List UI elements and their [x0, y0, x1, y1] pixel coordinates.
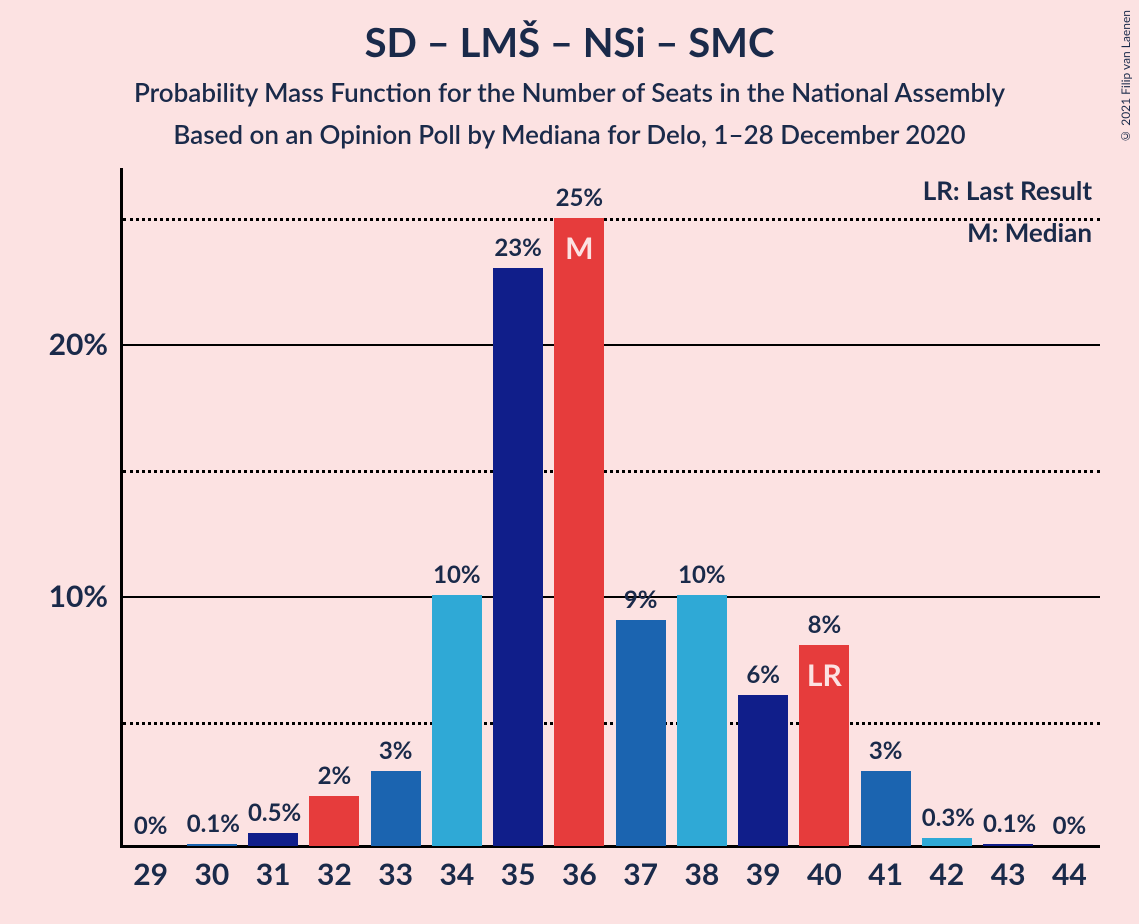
chart-subtitle-2: Based on an Opinion Poll by Mediana for … [0, 118, 1139, 150]
bar: 3% [861, 771, 911, 846]
x-tick-label: 41 [855, 856, 916, 892]
median-marker: M [554, 230, 604, 266]
bar: 0.1% [187, 844, 237, 847]
bar-value-label: 0% [126, 811, 176, 846]
chart-subtitle-1: Probability Mass Function for the Number… [0, 76, 1139, 108]
bar-value-label: 8% [799, 610, 849, 645]
bar-value-label: 0.3% [922, 803, 972, 838]
x-tick-label: 33 [365, 856, 426, 892]
x-tick-label: 40 [794, 856, 855, 892]
bar-value-label: 0.5% [248, 798, 298, 833]
bars-container: 0%0.1%0.5%2%3%10%23%25%M9%10%6%8%LR3%0.3… [120, 168, 1100, 848]
bar-value-label: 0% [1044, 811, 1094, 846]
bar: 8%LR [799, 645, 849, 846]
bar: 10% [677, 595, 727, 846]
bar: 23% [493, 268, 543, 846]
x-tick-label: 30 [181, 856, 242, 892]
bar: 6% [738, 695, 788, 846]
x-tick-label: 35 [488, 856, 549, 892]
bar: 2% [309, 796, 359, 846]
bar: 25%M [554, 218, 604, 846]
x-tick-label: 38 [671, 856, 732, 892]
y-tick-label: 10% [0, 578, 108, 614]
x-tick-label: 29 [120, 856, 181, 892]
bar-value-label: 0.1% [187, 809, 237, 844]
legend-median: M: Median [967, 216, 1092, 248]
chart-title: SD – LMŠ – NSi – SMC [0, 18, 1139, 66]
legend-last-result: LR: Last Result [923, 174, 1092, 206]
bar: 0.5% [248, 833, 298, 846]
bar-value-label: 2% [309, 761, 359, 796]
x-tick-label: 44 [1039, 856, 1100, 892]
bar-value-label: 10% [432, 560, 482, 595]
bar-value-label: 25% [554, 183, 604, 218]
x-tick-label: 37 [610, 856, 671, 892]
x-tick-label: 43 [978, 856, 1039, 892]
x-tick-label: 32 [304, 856, 365, 892]
copyright-text: © 2021 Filip van Laenen [1118, 10, 1133, 144]
last-result-marker: LR [799, 657, 849, 693]
bar-value-label: 6% [738, 660, 788, 695]
x-tick-label: 36 [549, 856, 610, 892]
bar: 3% [371, 771, 421, 846]
bar-value-label: 0.1% [983, 809, 1033, 844]
bar: 9% [616, 620, 666, 846]
pmf-chart: SD – LMŠ – NSi – SMC Probability Mass Fu… [0, 0, 1139, 924]
x-tick-label: 39 [733, 856, 794, 892]
bar-value-label: 10% [677, 560, 727, 595]
bar-value-label: 3% [371, 736, 421, 771]
y-tick-label: 20% [0, 326, 108, 362]
bar-value-label: 9% [616, 585, 666, 620]
bar: 10% [432, 595, 482, 846]
bar: 0.3% [922, 838, 972, 846]
x-tick-label: 31 [243, 856, 304, 892]
x-tick-label: 42 [916, 856, 977, 892]
plot-area: 10%20% 0%0.1%0.5%2%3%10%23%25%M9%10%6%8%… [120, 168, 1100, 848]
bar-value-label: 3% [861, 736, 911, 771]
x-tick-label: 34 [426, 856, 487, 892]
bar: 0.1% [983, 844, 1033, 847]
bar-value-label: 23% [493, 233, 543, 268]
